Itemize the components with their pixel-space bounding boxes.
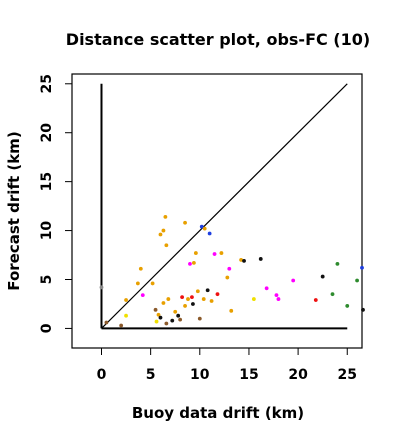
data-point bbox=[209, 299, 214, 303]
data-point bbox=[176, 313, 181, 318]
data-point bbox=[150, 281, 155, 286]
data-point bbox=[361, 307, 365, 312]
data-point bbox=[258, 257, 263, 261]
data-point bbox=[190, 295, 194, 300]
data-point bbox=[227, 266, 232, 271]
chart-title: Distance scatter plot, obs-FC (10) bbox=[66, 30, 370, 49]
data-point bbox=[239, 258, 243, 262]
data-point bbox=[330, 292, 335, 297]
data-point bbox=[202, 226, 207, 231]
y-tick-label: 5 bbox=[39, 275, 55, 285]
data-point bbox=[158, 315, 163, 320]
data-point bbox=[193, 251, 198, 255]
data-point bbox=[229, 308, 234, 313]
x-axis: 0 5 10 15 20 25 bbox=[97, 347, 357, 383]
data-point bbox=[135, 281, 140, 286]
y-axis: 0 5 10 15 20 25 bbox=[39, 74, 73, 333]
data-point bbox=[183, 304, 187, 308]
data-point bbox=[215, 292, 220, 297]
data-point bbox=[191, 302, 195, 306]
data-point bbox=[195, 289, 200, 294]
x-tick-label: 5 bbox=[146, 367, 156, 383]
data-point bbox=[166, 297, 171, 301]
data-point bbox=[163, 214, 168, 219]
data-point bbox=[320, 274, 325, 279]
data-point bbox=[188, 261, 192, 266]
data-point bbox=[153, 307, 158, 312]
data-point bbox=[140, 293, 145, 298]
data-point bbox=[186, 297, 190, 301]
data-point bbox=[124, 298, 128, 302]
data-point bbox=[219, 251, 224, 255]
reference-lines bbox=[100, 83, 348, 330]
data-point bbox=[178, 317, 183, 322]
data-point bbox=[104, 320, 109, 325]
data-point bbox=[205, 288, 210, 293]
data-point bbox=[154, 319, 159, 324]
data-point bbox=[183, 220, 187, 225]
data-point bbox=[274, 293, 279, 298]
data-point bbox=[138, 266, 143, 271]
data-point bbox=[170, 318, 175, 323]
data-point bbox=[345, 304, 350, 308]
data-point bbox=[355, 278, 359, 283]
y-tick-label: 25 bbox=[39, 74, 55, 93]
data-point bbox=[156, 312, 161, 317]
y-tick-label: 15 bbox=[39, 172, 55, 191]
data-point bbox=[291, 278, 296, 283]
data-point bbox=[197, 316, 202, 321]
data-point bbox=[212, 252, 217, 256]
data-point bbox=[158, 232, 163, 237]
y-tick-label: 0 bbox=[39, 323, 55, 333]
x-tick-label: 20 bbox=[288, 367, 308, 383]
data-point bbox=[99, 285, 104, 290]
data-point bbox=[276, 297, 281, 301]
data-point bbox=[161, 301, 166, 305]
data-point bbox=[124, 313, 128, 318]
data-point bbox=[201, 297, 206, 301]
data-point bbox=[164, 243, 169, 248]
data-point bbox=[119, 323, 124, 328]
reference-line-diagonal bbox=[101, 83, 348, 329]
y-tick-label: 20 bbox=[39, 123, 55, 143]
y-axis-label: Forecast drift (km) bbox=[5, 131, 23, 290]
data-point bbox=[207, 231, 212, 236]
data-point bbox=[164, 321, 169, 326]
y-tick-label: 10 bbox=[39, 221, 55, 241]
x-tick-label: 25 bbox=[338, 367, 357, 383]
x-tick-label: 15 bbox=[239, 367, 258, 383]
data-point bbox=[242, 259, 246, 263]
data-point bbox=[191, 260, 196, 265]
data-point bbox=[313, 298, 318, 302]
data-point bbox=[161, 228, 166, 233]
x-tick-label: 10 bbox=[190, 367, 210, 383]
data-point bbox=[264, 286, 269, 291]
data-point bbox=[180, 295, 185, 300]
data-point bbox=[360, 265, 364, 270]
data-point bbox=[199, 224, 204, 229]
data-point bbox=[225, 275, 230, 280]
x-axis-label: Buoy data drift (km) bbox=[132, 404, 304, 422]
plot-border bbox=[71, 73, 363, 349]
data-point bbox=[173, 309, 178, 314]
data-point bbox=[335, 261, 340, 266]
x-tick-label: 0 bbox=[97, 367, 107, 383]
data-points bbox=[99, 214, 365, 328]
data-point bbox=[251, 297, 256, 301]
